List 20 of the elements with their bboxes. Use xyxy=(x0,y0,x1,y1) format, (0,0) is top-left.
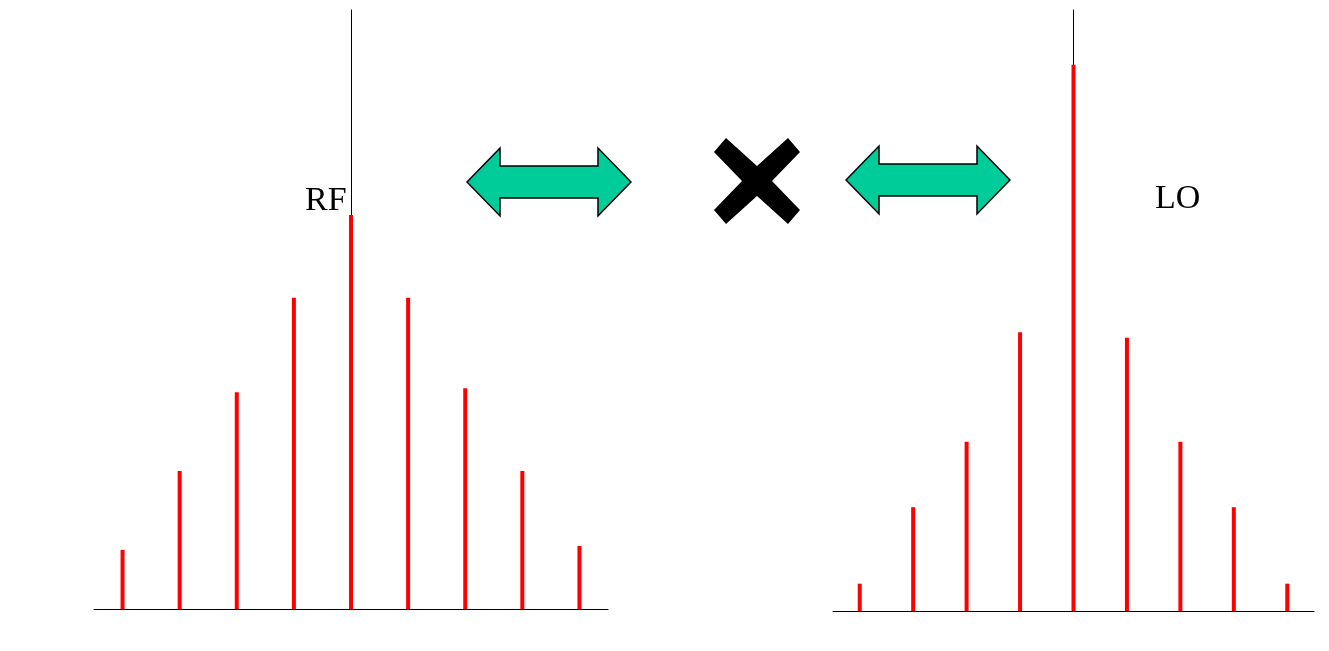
bar xyxy=(1124,337,1129,611)
bar xyxy=(234,392,239,609)
bar xyxy=(1018,332,1023,611)
bar xyxy=(120,549,125,609)
bar xyxy=(1285,583,1290,611)
bar xyxy=(964,441,969,611)
bar xyxy=(577,545,582,609)
chart-title: RF xyxy=(305,179,347,217)
bar xyxy=(1231,507,1236,611)
text: LO xyxy=(1155,177,1201,215)
bar xyxy=(911,507,916,611)
bar xyxy=(291,297,296,609)
bar xyxy=(349,214,353,609)
bar xyxy=(1178,441,1183,611)
bar xyxy=(406,297,411,609)
bar xyxy=(1071,64,1076,611)
bar xyxy=(857,583,862,611)
bar xyxy=(463,388,468,609)
bar xyxy=(177,471,182,609)
bar xyxy=(520,471,525,609)
